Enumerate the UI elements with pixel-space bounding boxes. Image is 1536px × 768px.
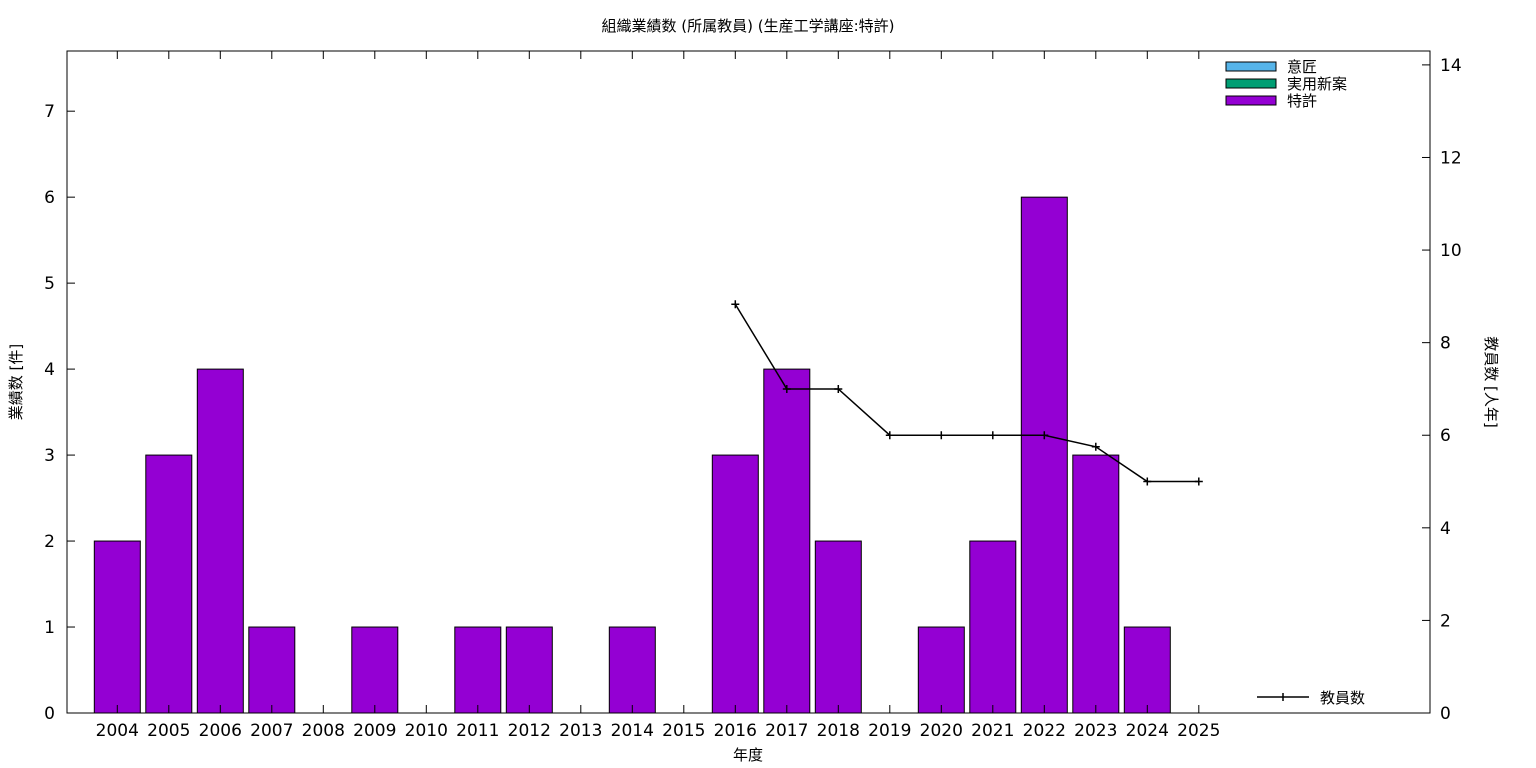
teacher-count-point-2019: [885, 431, 894, 440]
legend-swatch-1: [1225, 78, 1277, 89]
legend-swatch-0: [1225, 61, 1277, 72]
y2-tick-label: 0: [1440, 704, 1451, 724]
y2-tick-label: 10: [1440, 241, 1462, 261]
x-tick-label: 2024: [1126, 721, 1169, 741]
x-tick-label: 2012: [508, 721, 551, 741]
bar-2018: [814, 540, 862, 714]
teacher-count-point-2020: [937, 431, 946, 440]
bar-2021: [969, 540, 1017, 714]
teacher-count-point-2024: [1143, 477, 1152, 486]
bar-2011: [454, 626, 502, 714]
bar-2004: [93, 540, 141, 714]
y-tick-label: 5: [44, 274, 55, 294]
bar-2006: [196, 368, 244, 714]
y2-tick-label: 4: [1440, 519, 1451, 539]
teacher-count-point-2021: [988, 431, 997, 440]
x-tick-label: 2015: [662, 721, 705, 741]
teacher-line-group: [731, 300, 1203, 486]
x-tick-label: 2009: [353, 721, 396, 741]
y-tick-label: 6: [44, 188, 55, 208]
teacher-count-point-2025: [1194, 477, 1203, 486]
y-tick-label: 4: [44, 360, 55, 380]
teacher-count-point-2018: [834, 384, 843, 393]
x-tick-label: 2023: [1074, 721, 1117, 741]
bar-2022: [1020, 196, 1068, 714]
bar-2007: [248, 626, 296, 714]
x-tick-label: 2021: [971, 721, 1014, 741]
x-tick-label: 2007: [250, 721, 293, 741]
teacher-count-point-2016: [731, 300, 740, 309]
legend-label: 特許: [1287, 92, 1317, 110]
y-tick-label: 3: [44, 446, 55, 466]
legend-label: 実用新案: [1287, 75, 1347, 93]
bar-2017: [763, 368, 811, 714]
y-tick-label: 2: [44, 532, 55, 552]
x-tick-label: 2018: [817, 721, 860, 741]
y-tick-label: 7: [44, 102, 55, 122]
teacher-count-line: [734, 303, 1199, 483]
x-tick-label: 2016: [714, 721, 757, 741]
teacher-count-point-2017: [782, 384, 791, 393]
bar-2023: [1072, 454, 1120, 714]
x-tick-label: 2019: [868, 721, 911, 741]
teacher-count-point-2022: [1040, 431, 1049, 440]
teacher-count-point-2023: [1091, 442, 1100, 451]
x-tick-label: 2017: [765, 721, 808, 741]
y2-tick-label: 2: [1440, 611, 1451, 631]
bar-2024: [1123, 626, 1171, 714]
bar-2014: [608, 626, 656, 714]
x-tick-label: 2025: [1177, 721, 1220, 741]
x-tick-label: 2006: [199, 721, 242, 741]
x-tick-label: 2011: [456, 721, 499, 741]
x-tick-label: 2004: [96, 721, 139, 741]
bar-2020: [917, 626, 965, 714]
x-tick-label: 2008: [302, 721, 345, 741]
y-tick-label: 1: [44, 618, 55, 638]
x-tick-label: 2014: [611, 721, 654, 741]
y2-tick-label: 12: [1440, 148, 1462, 168]
legend-line-label: 教員数: [1320, 689, 1365, 707]
x-tick-label: 2013: [559, 721, 602, 741]
y-axis-label: 業績数 [件]: [7, 344, 25, 420]
y2-tick-label: 6: [1440, 426, 1451, 446]
legend-label: 意匠: [1287, 58, 1317, 76]
y-tick-label: 0: [44, 704, 55, 724]
plot-frame: [66, 50, 1431, 714]
x-tick-label: 2010: [405, 721, 448, 741]
legend-swatch-2: [1225, 95, 1277, 106]
bar-2016: [711, 454, 759, 714]
bar-2005: [145, 454, 193, 714]
x-axis-label: 年度: [733, 746, 763, 764]
x-tick-label: 2022: [1023, 721, 1066, 741]
chart-title: 組織業績数 (所属教員) (生産工学講座:特許): [602, 17, 895, 35]
y2-tick-label: 14: [1440, 56, 1462, 76]
bars-group: [93, 196, 1171, 714]
y2-tick-label: 8: [1440, 334, 1451, 354]
bar-2012: [505, 626, 553, 714]
x-tick-label: 2005: [147, 721, 190, 741]
y2-axis-label: 教員数 [人年]: [1482, 336, 1500, 427]
bar-2009: [351, 626, 399, 714]
x-tick-label: 2020: [920, 721, 963, 741]
